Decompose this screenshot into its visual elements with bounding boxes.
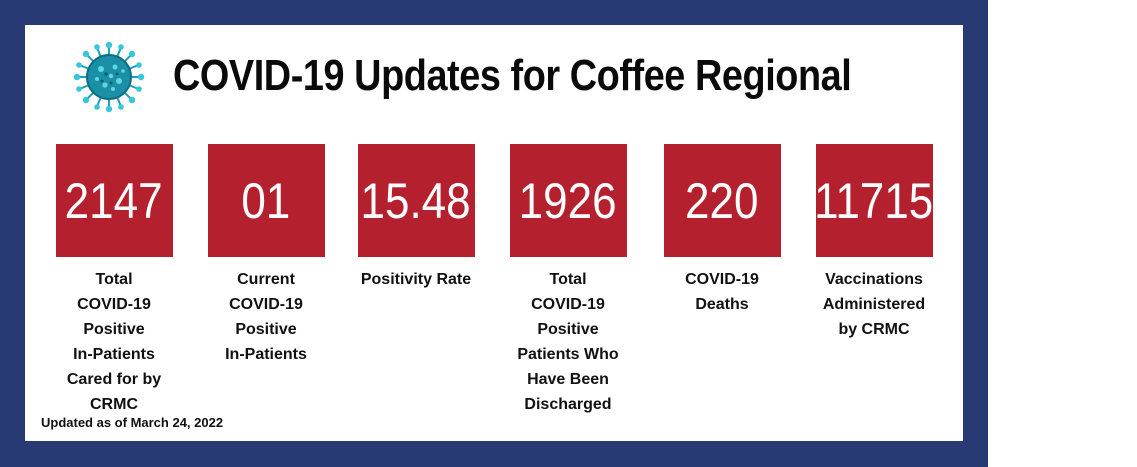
updated-date: Updated as of March 24, 2022 — [41, 415, 224, 430]
stat-value: 01 — [241, 172, 291, 229]
stat-total-positive-inpatients: 2147 Total COVID-19 Positive In-Patients… — [55, 144, 173, 417]
stat-value-box: 220 — [663, 144, 781, 257]
content-panel: COVID-19 Updates for Coffee Regional 214… — [25, 25, 963, 441]
stat-value: 220 — [685, 172, 759, 229]
stat-value: 1926 — [519, 172, 617, 229]
stat-value-box: 15.48 — [357, 144, 475, 257]
stat-value: 2147 — [65, 172, 163, 229]
stat-label: Total COVID-19 Positive In-Patients Care… — [66, 271, 162, 413]
stat-value-box: 1926 — [509, 144, 627, 257]
page-title: COVID-19 Updates for Coffee Regional — [173, 51, 852, 100]
stat-value-box: 01 — [207, 144, 325, 257]
stat-label: Total COVID-19 Positive Patients Who Hav… — [517, 271, 619, 413]
stat-positivity-rate: 15.48 Positivity Rate — [357, 144, 475, 292]
stat-value: 15.48 — [360, 172, 472, 229]
stat-deaths: 220 COVID-19 Deaths — [663, 144, 781, 317]
virus-icon — [73, 41, 145, 113]
stat-discharged: 1926 Total COVID-19 Positive Patients Wh… — [509, 144, 627, 417]
page-frame: COVID-19 Updates for Coffee Regional 214… — [0, 0, 988, 467]
stat-value-box: 11715 — [815, 144, 933, 257]
stat-label: Current COVID-19 Positive In-Patients — [225, 271, 307, 363]
stat-current-positive-inpatients: 01 Current COVID-19 Positive In-Patients — [207, 144, 325, 367]
stat-label: Vaccinations Administered by CRMC — [822, 271, 926, 338]
stat-label: COVID-19 Deaths — [685, 271, 759, 313]
stat-value: 11715 — [815, 172, 933, 229]
stat-label: Positivity Rate — [360, 271, 472, 288]
stat-vaccinations: 11715 Vaccinations Administered by CRMC — [815, 144, 933, 342]
stat-value-box: 2147 — [55, 144, 173, 257]
